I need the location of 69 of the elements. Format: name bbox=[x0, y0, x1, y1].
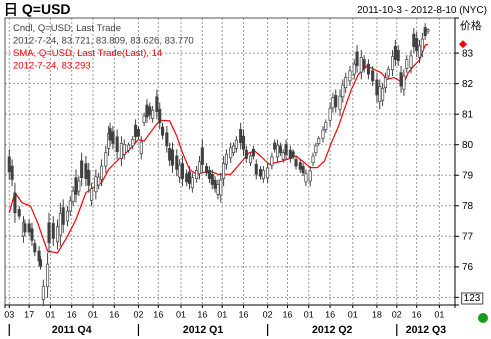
y-tick-label: 83 bbox=[462, 48, 474, 60]
candlestick bbox=[116, 128, 119, 160]
candlestick bbox=[229, 142, 232, 164]
y-tick-label: 81 bbox=[462, 109, 474, 120]
x-tick-label: 16 bbox=[197, 309, 208, 320]
candlestick bbox=[188, 166, 192, 190]
x-tick-label: 02 bbox=[133, 309, 144, 320]
y-tick-label: 79 bbox=[462, 170, 474, 182]
y-axis-title: 价格 bbox=[459, 20, 482, 32]
candlestick bbox=[170, 142, 174, 174]
text: Cndl, Q=USD, Last Trade bbox=[13, 23, 121, 34]
y-tick-label: 78 bbox=[462, 200, 474, 212]
x-tick-label: 01 bbox=[88, 309, 98, 320]
candlestick bbox=[348, 65, 352, 87]
candlestick bbox=[145, 98, 149, 124]
x-tick-label: 18 bbox=[372, 309, 382, 320]
x-tick-label: 16 bbox=[325, 309, 336, 320]
x-tick-label: 16 bbox=[66, 309, 77, 320]
text: 2012 Q2 bbox=[312, 324, 353, 336]
y-tick-label: 76 bbox=[462, 262, 474, 274]
candlestick bbox=[126, 142, 130, 154]
x-tick-label: 01 bbox=[217, 309, 228, 320]
x-tick-label: 01 bbox=[176, 309, 186, 320]
line-series bbox=[8, 44, 429, 254]
x-tick-label: 02 bbox=[262, 309, 273, 320]
text: SMA, Q=USD, Last Trade(Last), 14 bbox=[13, 48, 162, 59]
x-tick-label: 02 bbox=[392, 309, 402, 320]
candlestick bbox=[262, 166, 265, 184]
text: 2011 Q4 bbox=[52, 324, 92, 336]
x-tick-label: 16 bbox=[282, 309, 292, 320]
annotation: 2012-7-24, 83.721, 83.809, 83.626, 83.770 bbox=[13, 36, 194, 46]
x-tick-label: 01 bbox=[304, 309, 314, 320]
y-tick-label: 82 bbox=[462, 78, 474, 90]
candlestick bbox=[409, 50, 413, 74]
candlestick bbox=[266, 162, 270, 184]
x-tick-label: 16 bbox=[412, 309, 422, 320]
text: 2012 Q3 bbox=[406, 324, 446, 336]
y-tick-label: 77 bbox=[462, 232, 474, 243]
candlestick bbox=[276, 139, 280, 164]
x-tick-label: 17 bbox=[24, 309, 34, 320]
text: 2012 Q1 bbox=[182, 324, 224, 336]
text: 123 bbox=[464, 293, 481, 304]
candlestick bbox=[111, 126, 114, 150]
candlestick bbox=[366, 58, 370, 80]
candlestick bbox=[210, 168, 214, 190]
candlestick bbox=[334, 88, 338, 114]
candlestick bbox=[13, 182, 16, 224]
y-tick-label: 80 bbox=[462, 140, 474, 151]
x-tick-label: 16 bbox=[153, 309, 164, 320]
candlestick bbox=[254, 158, 258, 180]
candlestick bbox=[284, 139, 288, 160]
x-tick-label: 01 bbox=[434, 309, 444, 320]
chart-title: 日 Q=USD bbox=[4, 1, 71, 17]
candlestick bbox=[148, 102, 152, 120]
candlestick bbox=[270, 152, 274, 170]
candlestick bbox=[298, 158, 302, 174]
candlestick bbox=[308, 166, 312, 187]
candlestick bbox=[180, 156, 184, 187]
annotation: 2012-7-24, 83.293 bbox=[13, 60, 91, 72]
candlestick bbox=[74, 168, 78, 204]
x-tick-label: 16 bbox=[109, 309, 120, 320]
candlestick bbox=[258, 166, 262, 180]
chart-subtitle: 2011-10-3 - 2012-8-10 (NYC) bbox=[357, 5, 487, 16]
candlestick bbox=[52, 216, 55, 247]
x-tick-label: 01 bbox=[45, 309, 56, 320]
candlestick bbox=[400, 65, 403, 94]
x-tick-label: 01 bbox=[348, 309, 358, 320]
x-tick-label: 03 bbox=[4, 309, 14, 320]
x-tick-label: 16 bbox=[238, 309, 248, 320]
